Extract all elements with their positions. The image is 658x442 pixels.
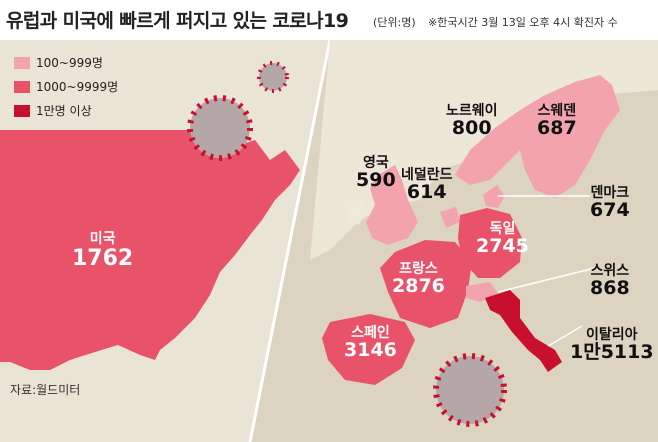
legend-item-mid: 1000~9999명 [14, 78, 118, 95]
label-usa-value: 1762 [72, 245, 134, 271]
country-denmark [483, 185, 505, 208]
label-germany: 독일 2745 [476, 222, 529, 257]
legend-swatch-high [14, 104, 30, 117]
label-spain-value: 3146 [344, 338, 397, 361]
country-italy [485, 290, 562, 372]
virus-illustration-small [257, 61, 289, 93]
label-switzerland-name: 스위스 [590, 263, 630, 279]
label-netherlands: 네덜란드 614 [401, 168, 453, 203]
country-uk [366, 165, 418, 245]
label-denmark-name: 덴마크 [590, 185, 630, 201]
unit-note: (단위:명) [373, 16, 416, 29]
legend-label-mid: 1000~9999명 [36, 80, 119, 94]
label-sweden: 스웨덴 687 [537, 104, 577, 139]
chart-title: 유럽과 미국에 빠르게 퍼지고 있는 코로나19 [6, 10, 349, 32]
label-usa: 미국 1762 [72, 232, 133, 270]
label-spain-name: 스페인 [351, 325, 390, 341]
label-france-name: 프랑스 [399, 261, 438, 277]
virus-illustration-bottom [433, 353, 507, 427]
label-france: 프랑스 2876 [392, 262, 445, 297]
label-denmark: 덴마크 674 [590, 186, 630, 221]
label-uk-value: 590 [356, 168, 396, 191]
country-norway [455, 75, 612, 185]
label-france-value: 2876 [392, 274, 445, 297]
label-germany-name: 독일 [489, 221, 516, 237]
label-italy: 이탈리아 1만5113 [570, 328, 654, 363]
label-switzerland-value: 868 [590, 276, 630, 299]
country-spain [322, 314, 415, 385]
country-germany [458, 208, 522, 278]
label-spain: 스페인 3146 [344, 326, 397, 361]
label-germany-value: 2745 [476, 234, 529, 257]
panel-divider [248, 39, 332, 442]
label-italy-value: 1만5113 [570, 340, 654, 363]
timestamp-note: ※한국시간 3월 13일 오후 4시 확진자 수 [428, 16, 618, 29]
label-netherlands-value: 614 [406, 180, 447, 203]
label-usa-name: 미국 [89, 231, 116, 247]
switzerland-leader [497, 267, 596, 293]
label-sweden-name: 스웨덴 [537, 103, 577, 119]
italy-leader [547, 325, 583, 347]
label-denmark-value: 674 [590, 198, 630, 221]
label-sweden-value: 687 [537, 116, 577, 139]
label-uk-name: 영국 [362, 155, 389, 171]
source-note: 자료:월드미터 [10, 383, 81, 397]
label-italy-name: 이탈리아 [586, 327, 638, 343]
legend-swatch-mid [14, 80, 30, 93]
country-sweden [520, 85, 620, 198]
country-usa [0, 130, 300, 370]
legend-label-low: 100~999명 [36, 56, 103, 70]
country-ireland [346, 198, 368, 225]
legend-swatch-low [14, 56, 30, 69]
label-netherlands-name: 네덜란드 [401, 167, 453, 183]
label-switzerland: 스위스 868 [590, 264, 630, 299]
virus-illustration-large [187, 95, 253, 161]
label-norway: 노르웨이 800 [446, 104, 498, 139]
label-norway-value: 800 [451, 116, 492, 139]
label-norway-name: 노르웨이 [446, 103, 498, 119]
legend-item-low: 100~999명 [14, 54, 103, 71]
label-uk: 영국 590 [356, 156, 396, 191]
country-netherlands [440, 207, 460, 228]
country-france [380, 240, 472, 328]
legend-item-high: 1만명 이상 [14, 102, 92, 119]
legend-label-high: 1만명 이상 [36, 104, 92, 118]
